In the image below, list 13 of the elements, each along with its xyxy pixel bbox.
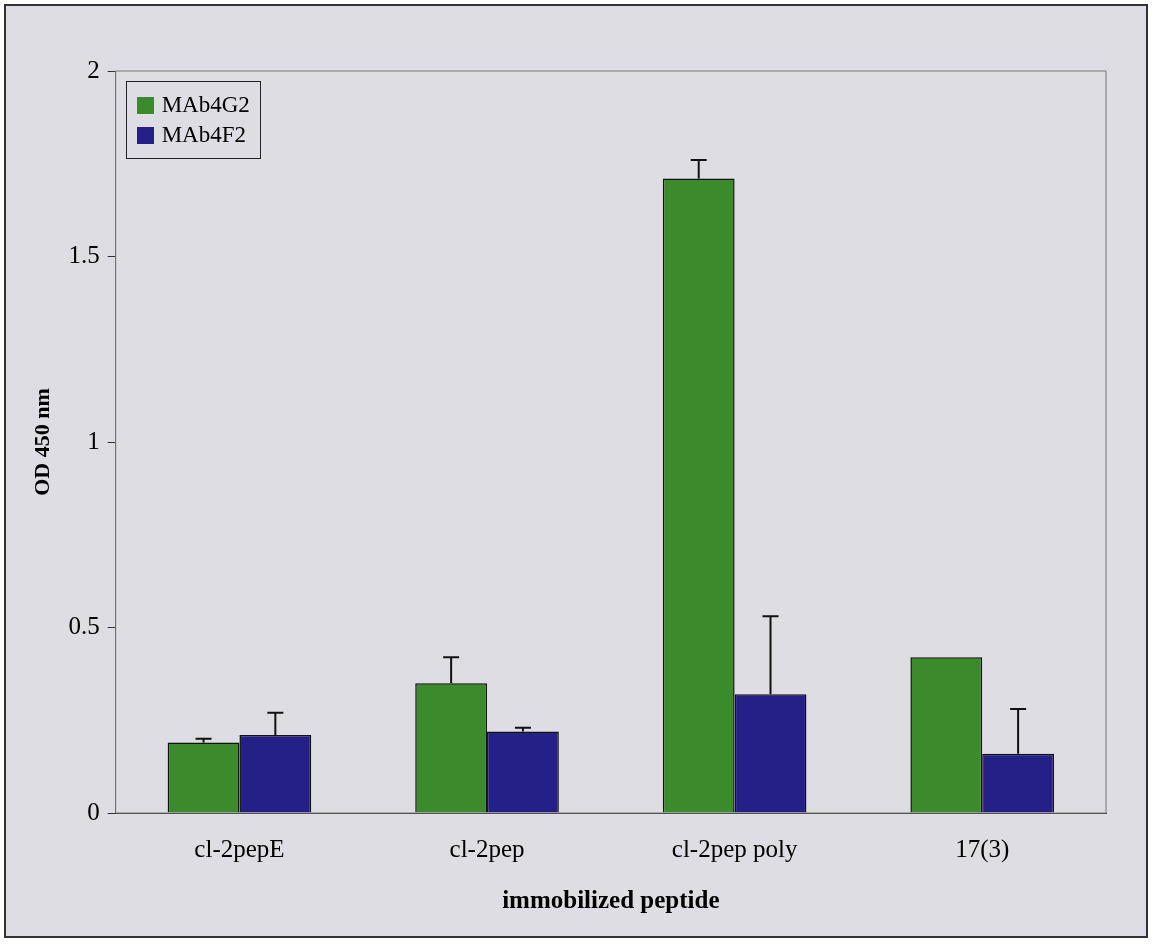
legend-label: MAb4G2 [161,92,250,118]
y-tick-label: 0.5 [68,612,100,640]
x-tick-label: cl-2pep poly [671,834,798,862]
y-tick-label: 2 [87,55,100,83]
x-tick-label: cl-2pepE [194,834,285,862]
x-tick-label: cl-2pep [449,834,525,862]
y-tick-label: 0 [87,797,100,825]
x-tick-label: 17(3) [955,834,1010,863]
legend-label: MAb4F2 [161,122,246,148]
y-tick-label: 1 [87,426,100,454]
x-axis-title: immobilized peptide [502,886,720,914]
y-axis-title: OD 450 nm [28,388,54,496]
y-tick-label: 1.5 [68,241,100,269]
